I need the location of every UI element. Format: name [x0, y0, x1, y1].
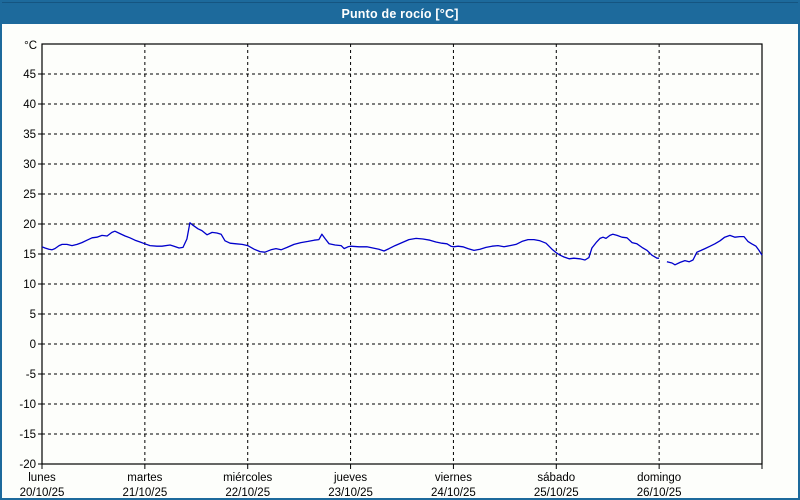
dew-point-line — [41, 222, 660, 261]
chart-title: Punto de rocío [°C] — [341, 6, 459, 21]
day-date-label: 23/10/25 — [328, 487, 373, 499]
axis-ticks — [38, 73, 763, 469]
day-name-label: jueves — [333, 472, 367, 484]
day-date-label: 26/10/25 — [637, 487, 682, 499]
chart-title-bar: Punto de rocío [°C] — [2, 2, 798, 24]
day-date-label: 21/10/25 — [122, 487, 167, 499]
y-tick-label: 15 — [23, 249, 36, 261]
day-date-label: 24/10/25 — [431, 487, 476, 499]
day-date-label: 25/10/25 — [534, 487, 579, 499]
day-date-label: 20/10/25 — [20, 487, 65, 499]
day-name-label: sábado — [537, 472, 575, 484]
day-name-label: lunes — [28, 472, 56, 484]
y-tick-label: 0 — [30, 339, 36, 351]
y-tick-label: -20 — [19, 459, 36, 471]
y-axis-unit-label: °C — [24, 40, 37, 52]
y-tick-label: -15 — [19, 429, 36, 441]
y-tick-label: 5 — [30, 309, 36, 321]
gridlines — [42, 44, 762, 464]
dew-point-line — [666, 234, 763, 266]
y-tick-label: 20 — [23, 219, 36, 231]
y-tick-label: 35 — [23, 129, 36, 141]
y-tick-label: -10 — [19, 399, 36, 411]
y-tick-label: -5 — [26, 369, 36, 381]
day-name-label: miércoles — [223, 472, 272, 484]
y-tick-label: 40 — [23, 99, 36, 111]
day-name-label: viernes — [435, 472, 472, 484]
y-tick-label: 45 — [23, 69, 36, 81]
day-name-label: martes — [127, 472, 162, 484]
y-tick-label: 25 — [23, 189, 36, 201]
y-tick-label: 10 — [23, 279, 36, 291]
x-axis-labels: lunes 20/10/25 martes 21/10/25 miércoles 22/1… — [20, 472, 682, 499]
day-name-label: domingo — [637, 472, 681, 484]
y-axis-labels: °C 45 40 35 30 25 20 15 10 5 0 -5 -10 -15 -20 — [19, 40, 37, 471]
y-tick-label: 30 — [23, 159, 36, 171]
day-date-label: 22/10/25 — [225, 487, 270, 499]
